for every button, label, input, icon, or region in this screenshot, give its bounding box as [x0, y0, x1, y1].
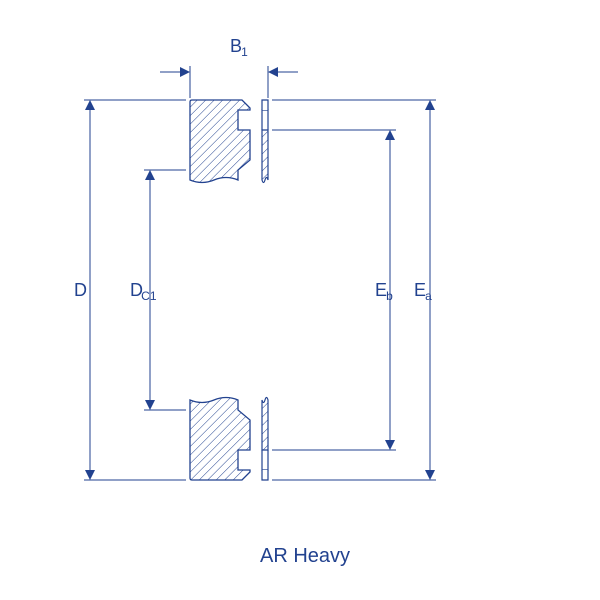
caption: AR Heavy: [260, 545, 350, 567]
svg-text:D: D: [74, 280, 87, 300]
svg-text:C1: C1: [141, 289, 157, 303]
svg-text:1: 1: [241, 45, 248, 59]
svg-text:b: b: [386, 289, 393, 303]
svg-text:a: a: [425, 289, 432, 303]
